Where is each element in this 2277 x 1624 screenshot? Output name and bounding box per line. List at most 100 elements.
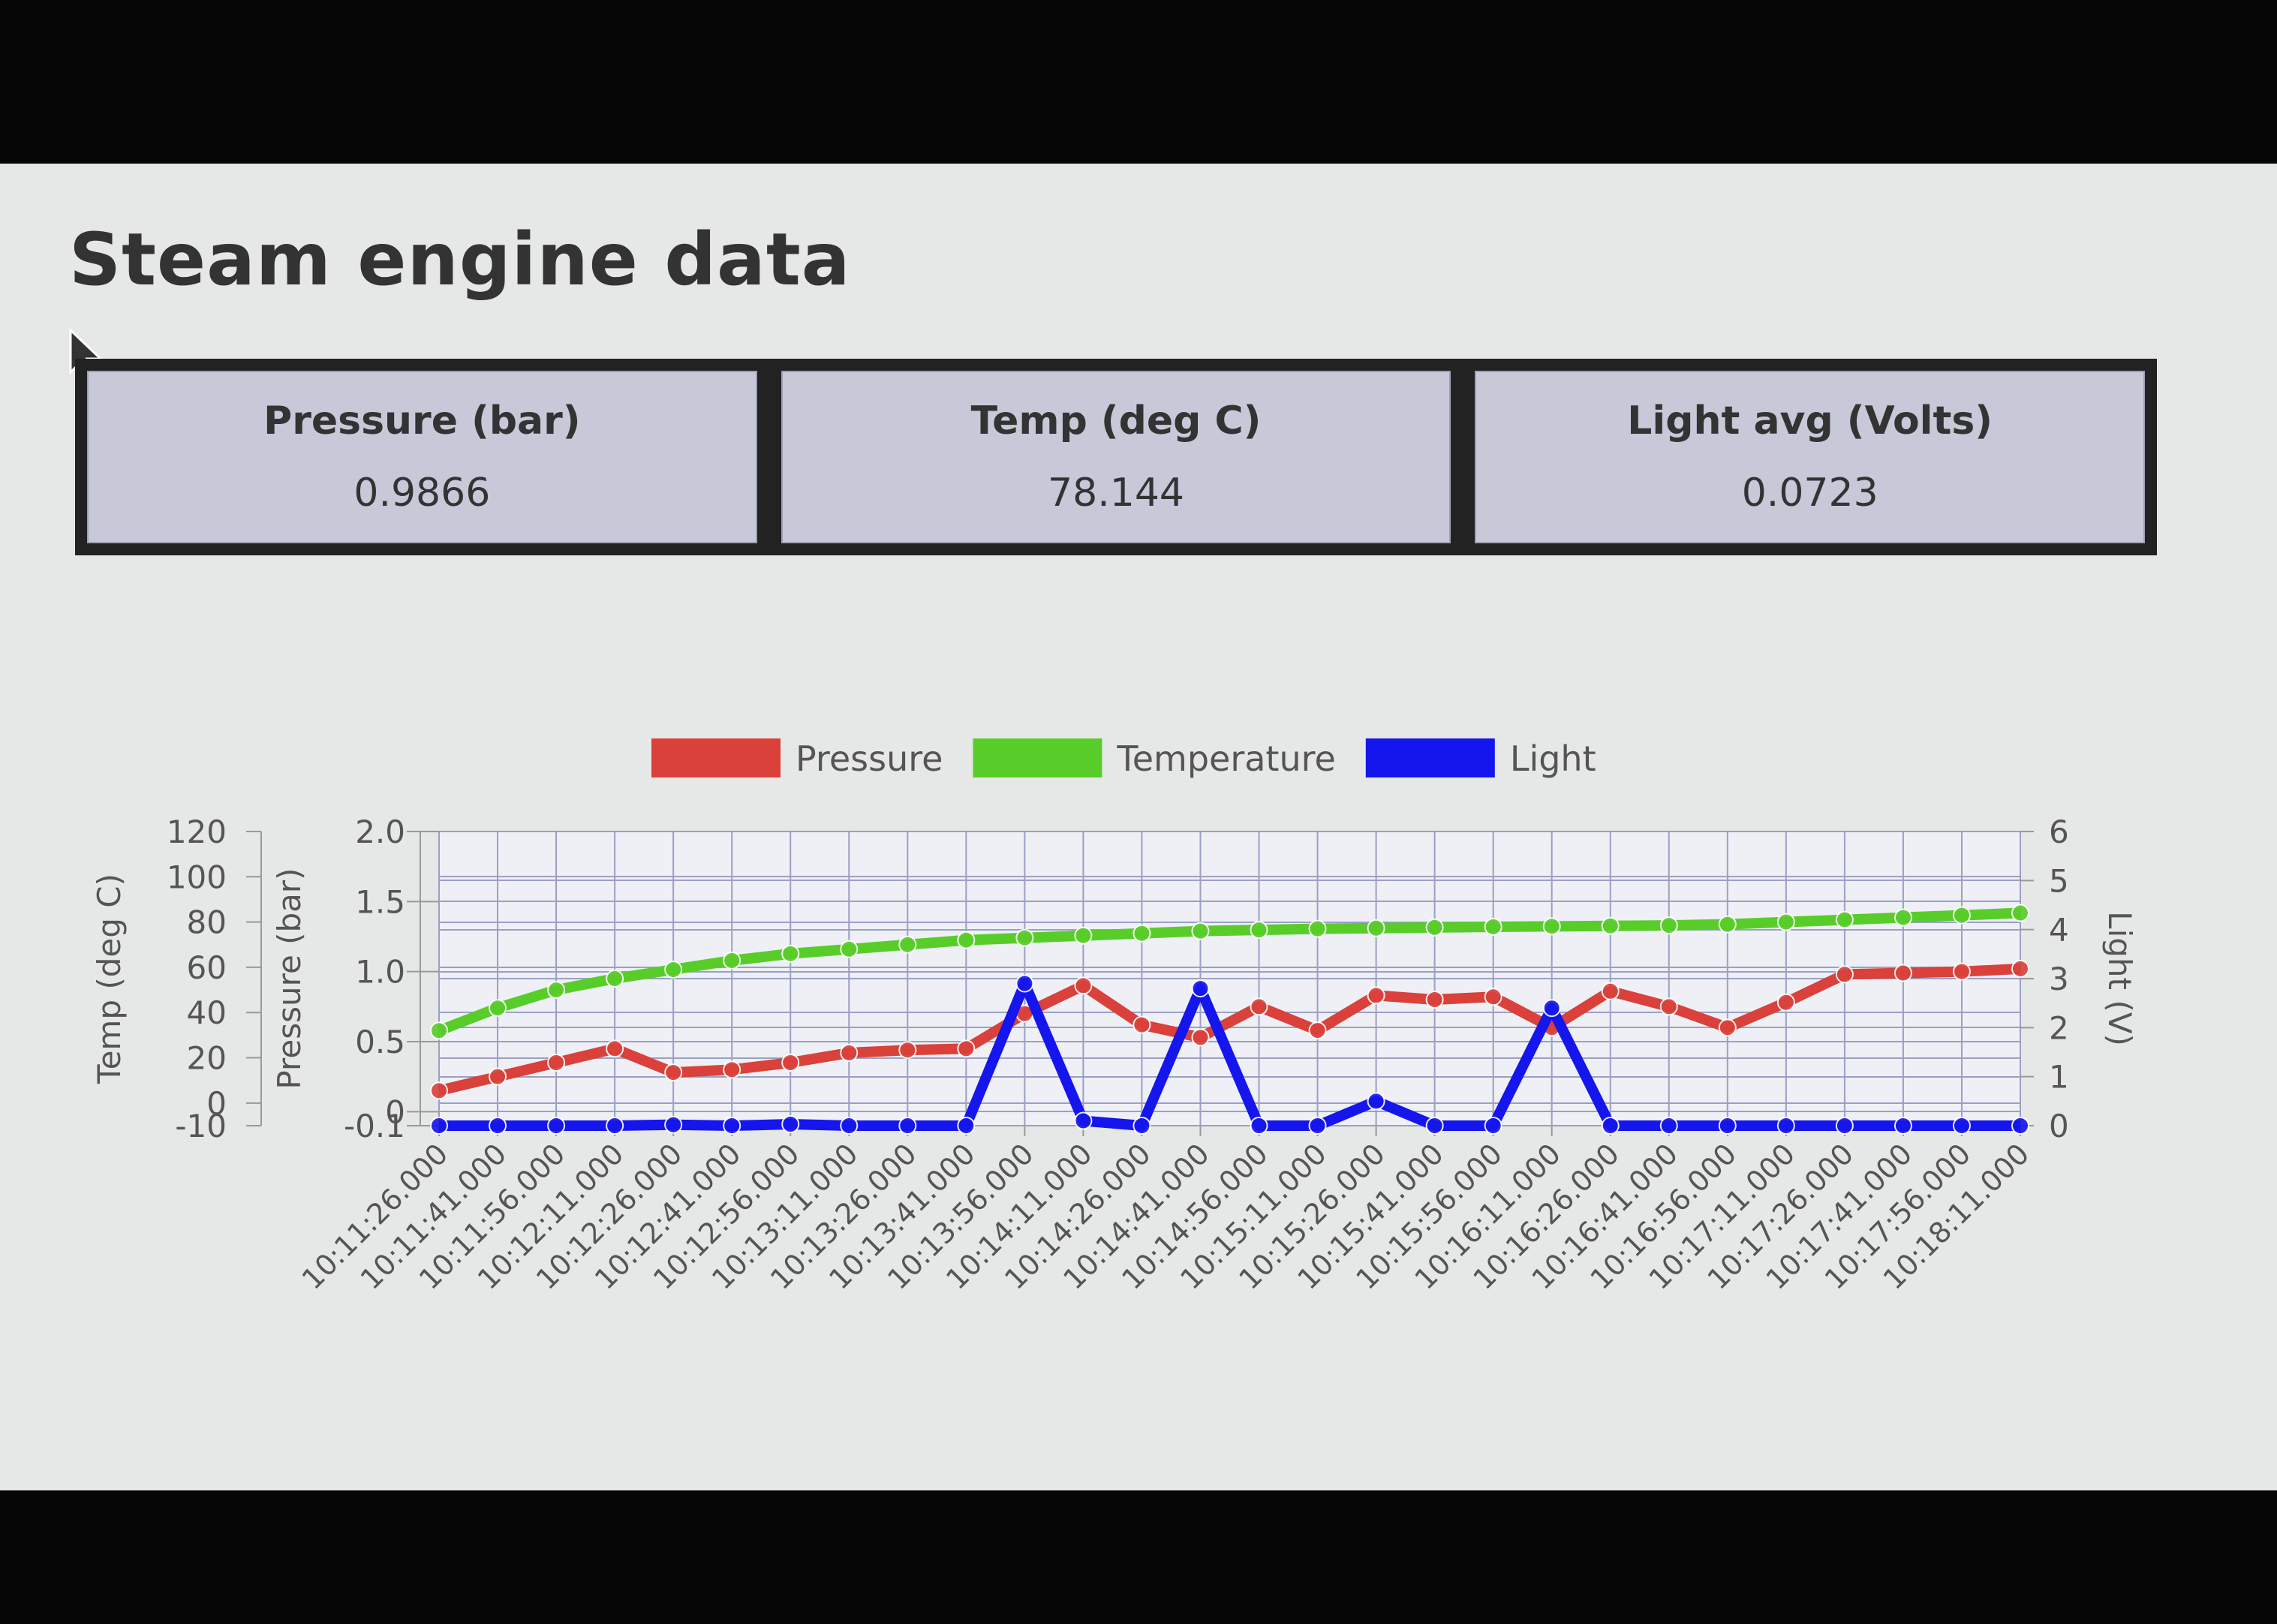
light-point [606,1117,624,1135]
pressure-line [438,963,2021,1096]
light-point [957,1117,976,1135]
light-tick-label: 1 [2049,1059,2069,1096]
temperature-point [1015,928,1034,947]
pressure-point [1893,964,1912,982]
pressure-point [1659,997,1678,1016]
pressure-point [1835,965,1854,984]
pressure-point [1308,1021,1327,1040]
temperature-point [1074,926,1093,945]
temperature-point [1659,916,1678,935]
pressure-point [2011,959,2029,978]
pressure-tick-label: 0.5 [355,1024,405,1060]
legend-swatch-temperature [973,738,1102,777]
pressure-label: Pressure (bar) [263,398,581,444]
pressure-point [781,1054,800,1072]
pressure-tick-label: 1.0 [355,954,405,991]
temperature-point [1776,913,1795,931]
light-tick-label: 0 [2049,1108,2069,1144]
temperature-point [1367,919,1385,937]
temperature-point [1308,919,1327,938]
pressure-point [898,1041,917,1060]
pressure-point [547,1054,566,1072]
temperature-line [437,907,2021,1036]
light-point [781,1115,800,1134]
light-point [1835,1117,1854,1135]
temperature-point [1835,910,1854,929]
light-point [1601,1117,1620,1135]
pressure-point [1425,991,1444,1009]
pressure-tick-label: 1.5 [355,883,405,920]
light-point [1893,1117,1912,1135]
pressure-point [1074,976,1093,995]
temp-tick-label: 80 [187,904,227,941]
temperature-point [606,970,624,988]
temperature-point [2011,904,2029,922]
temp-tick-label: -10 [175,1108,227,1144]
light-point [489,1117,507,1135]
pressure-point [1367,986,1385,1005]
legend-swatch-light [1365,738,1495,777]
light-point [1367,1092,1385,1111]
temperature-point [1484,917,1502,936]
temp-value: 78.144 [1048,471,1184,516]
light-tick-label: 4 [2049,912,2069,949]
light-point [1074,1111,1093,1130]
temperature-point [1250,921,1268,940]
light-point [1132,1117,1151,1135]
temperature-point [430,1021,448,1040]
legend-label-temperature: Temperature [1116,738,1335,779]
temp-tick-label: 60 [187,949,227,986]
light-point [1191,979,1210,998]
light-point [1015,974,1034,993]
temperature-point [1952,906,1971,925]
light-point [1250,1117,1268,1135]
legend-label-light: Light [1510,738,1596,779]
temp-tick-label: 120 [167,814,227,850]
light-point [1308,1117,1327,1135]
pressure-point [606,1039,624,1058]
light-point [898,1117,917,1135]
pressure-point [1952,962,1971,981]
temperature-point [1893,908,1912,927]
light-point [723,1117,741,1135]
light-point [1659,1117,1678,1135]
pressure-card: Pressure (bar) 0.9866 [87,371,757,543]
pressure-point [957,1039,976,1058]
light-point [1718,1117,1737,1135]
light-point [547,1117,566,1135]
temperature-point [664,960,683,979]
light-point [664,1115,683,1134]
light-tick-label: 2 [2049,1009,2069,1046]
temperature-point [1601,916,1620,935]
temperature-point [1132,924,1151,943]
pressure-tick-label: 2.0 [355,814,405,850]
stats-panel: Pressure (bar) 0.9866 Temp (deg C) 78.14… [75,359,2157,555]
temp-label: Temp (deg C) [970,398,1262,444]
sensor-line-chart: Pressure Temperature Light120100806040200-… [91,738,2138,1296]
light-value: 0.0723 [1741,471,1878,516]
pressure-value: 0.9866 [353,471,491,516]
light-point [1425,1117,1444,1135]
pressure-tick-label: -0.1 [344,1108,405,1144]
light-point [1952,1117,1971,1135]
light-point [1776,1117,1795,1135]
temp-tick-label: 0 [206,1085,227,1122]
pressure-point [1718,1018,1737,1037]
temperature-point [1542,917,1561,936]
temp-axis-title: Temp (deg C) [91,874,128,1084]
pressure-tick-label: 0 [385,1093,405,1130]
pressure-point [489,1067,507,1086]
temperature-point [840,940,859,958]
temperature-point [547,981,566,1000]
temp-card: Temp (deg C) 78.144 [781,371,1451,543]
pressure-point [723,1060,741,1079]
legend-label-pressure: Pressure [796,738,943,779]
temperature-point [898,935,917,954]
temperature-point [489,999,507,1018]
pressure-axis-title: Pressure (bar) [271,868,308,1089]
temp-tick-label: 40 [187,994,227,1031]
temp-tick-label: 20 [187,1040,227,1077]
pressure-point [840,1043,859,1062]
light-card: Light avg (Volts) 0.0723 [1475,371,2146,543]
temperature-point [1191,922,1210,940]
